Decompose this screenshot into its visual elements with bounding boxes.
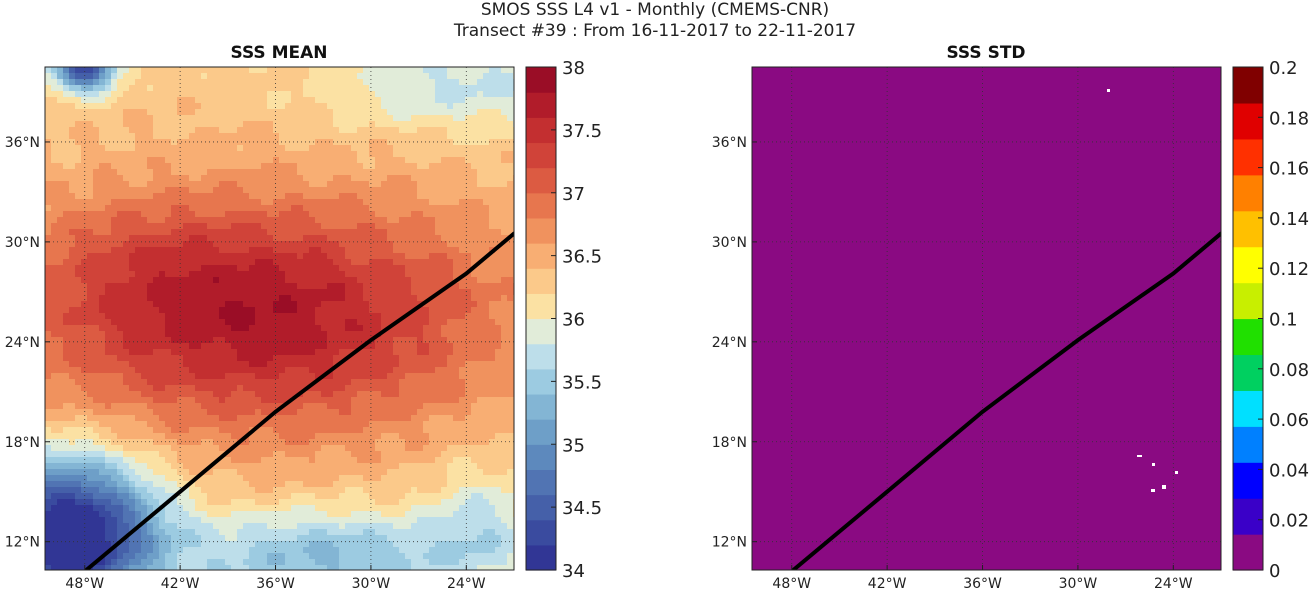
sss-mean-colorbar-swatch-13 bbox=[526, 217, 556, 244]
sss-std-colorbar-tick-label-0: 0 bbox=[1269, 561, 1280, 582]
sss-mean-colorbar-swatch-19 bbox=[526, 67, 556, 93]
sss-mean-colorbar-swatch-0 bbox=[526, 544, 556, 571]
sss-mean-frame bbox=[44, 66, 515, 571]
sss-std-ytick-label-2: 24°N bbox=[712, 335, 747, 351]
sss-std-colorbar-swatch-9 bbox=[1233, 210, 1263, 248]
sss-std-colorbar-swatch-10 bbox=[1233, 174, 1263, 212]
sss-std-colorbar-swatch-11 bbox=[1233, 138, 1263, 176]
sss-mean-colorbar-tick-label-0: 34 bbox=[562, 561, 585, 582]
sss-std-xtick-label-3: 30°W bbox=[1059, 576, 1098, 591]
sss-std-xtick-label-2: 36°W bbox=[963, 576, 1002, 591]
sss-mean-ytick-label-0: 12°N bbox=[5, 535, 40, 551]
sss-mean-colorbar-tick-label-4: 36 bbox=[562, 310, 585, 331]
sss-mean-xtick-label-2: 36°W bbox=[256, 576, 295, 591]
sss-std-colorbar-tick-label-4: 0.08 bbox=[1269, 360, 1309, 381]
sss-mean-colorbar-swatch-6 bbox=[526, 393, 556, 420]
sss-std-ytick-label-1: 18°N bbox=[712, 435, 747, 451]
sss-std-colorbar-tick-label-5: 0.1 bbox=[1269, 310, 1298, 331]
sss-mean-colorbar-swatch-15 bbox=[526, 167, 556, 194]
sss-std-colorbar-tick-label-10: 0.2 bbox=[1269, 58, 1298, 79]
sss-mean-colorbar-tick-label-6: 37 bbox=[562, 184, 585, 205]
sss-std-title: SSS STD bbox=[946, 43, 1025, 63]
sss-std-ytick-label-3: 30°N bbox=[712, 235, 747, 251]
sss-std-field bbox=[752, 67, 1221, 570]
sss-std-colorbar-swatch-0 bbox=[1233, 534, 1263, 571]
sss-std-frame bbox=[751, 66, 1222, 571]
sss-mean-colorbar-tick-label-5: 36.5 bbox=[562, 247, 602, 268]
sss-std-panel: SSS STD 48°W 42°W 36°W 30°W 24°W 12°N 18°N 24°N… bbox=[712, 43, 1309, 591]
sss-mean-colorbar-swatch-14 bbox=[526, 192, 556, 219]
sss-mean-colorbar-swatch-11 bbox=[526, 268, 556, 294]
sss-std-colorbar-tick-label-6: 0.12 bbox=[1269, 259, 1309, 280]
sss-mean-transect-line bbox=[84, 231, 514, 570]
sss-std-colorbar-tick-label-8: 0.16 bbox=[1269, 159, 1309, 180]
sss-mean-colorbar-swatch-18 bbox=[526, 92, 556, 118]
sss-std-colorbar-swatch-12 bbox=[1233, 102, 1263, 140]
sss-std-ytick-label-0: 12°N bbox=[712, 535, 747, 551]
sss-std-colorbar-swatch-2 bbox=[1233, 462, 1263, 499]
sss-std-colorbar: 0 0.02 0.04 0.06 0.08 0.1 0.12 0.14 0.16 0.18 0.2 bbox=[1232, 58, 1309, 582]
sss-std-colorbar-swatch-4 bbox=[1233, 390, 1263, 427]
sss-std-colorbar-tick-label-1: 0.02 bbox=[1269, 511, 1309, 532]
sss-mean-colorbar-tick-label-3: 35.5 bbox=[562, 372, 602, 393]
sss-mean-xtick-label-3: 30°W bbox=[352, 576, 391, 591]
sss-mean-title: SSS MEAN bbox=[230, 43, 327, 63]
sss-std-colorbar-swatch-7 bbox=[1233, 282, 1263, 320]
sss-mean-colorbar-swatch-8 bbox=[526, 343, 556, 370]
sss-mean-panel: SSS MEAN 48°W 42°W 36°W 30°W 24°W 12°N 18°N 24°… bbox=[5, 43, 602, 591]
sss-std-missing-pixels bbox=[1107, 89, 1178, 492]
sss-std-colorbar-tick-label-9: 0.18 bbox=[1269, 108, 1309, 129]
sss-mean-colorbar-swatch-5 bbox=[526, 419, 556, 445]
sss-mean-colorbar-tick-label-1: 34.5 bbox=[562, 498, 602, 519]
sss-std-ytick-label-4: 36°N bbox=[712, 135, 747, 151]
sss-mean-xtick-label-1: 42°W bbox=[161, 576, 200, 591]
sss-std-colorbar-tick-label-7: 0.14 bbox=[1269, 209, 1309, 230]
sss-mean-colorbar-tick-label-2: 35 bbox=[562, 435, 585, 456]
sss-mean-colorbar: 34 34.5 35 35.5 36 36.5 37 37.5 38 bbox=[525, 58, 602, 582]
sss-std-colorbar-swatch-5 bbox=[1233, 354, 1263, 391]
figure-title-line-1: SMOS SSS L4 v1 - Monthly (CMEMS-CNR) bbox=[480, 0, 830, 20]
sss-std-xtick-label-0: 48°W bbox=[772, 576, 811, 591]
sss-mean-colorbar-tick-label-7: 37.5 bbox=[562, 121, 602, 142]
sss-std-axis-ticks: 48°W 42°W 36°W 30°W 24°W 12°N 18°N 24°N 30°N 36°N bbox=[712, 135, 1193, 591]
sss-std-colorbar-swatch-8 bbox=[1233, 246, 1263, 284]
sss-std-colorbar-tick-label-2: 0.04 bbox=[1269, 460, 1309, 481]
sss-mean-xtick-label-0: 48°W bbox=[65, 576, 104, 591]
sss-std-colorbar-swatch-6 bbox=[1233, 318, 1263, 356]
sss-mean-colorbar-swatch-10 bbox=[526, 293, 556, 320]
sss-mean-ytick-label-3: 30°N bbox=[5, 235, 40, 251]
sss-std-colorbar-swatch-3 bbox=[1233, 426, 1263, 463]
sss-mean-colorbar-tick-label-8: 38 bbox=[562, 58, 585, 79]
sss-std-colorbar-swatch-13 bbox=[1233, 67, 1263, 104]
sss-mean-field bbox=[45, 67, 514, 570]
sss-std-colorbar-swatch-1 bbox=[1233, 498, 1263, 535]
sss-mean-colorbar-swatch-3 bbox=[526, 469, 556, 496]
figure-title-line-2: Transect #39 : From 16-11-2017 to 22-11-… bbox=[453, 21, 857, 41]
sss-mean-colorbar-swatch-1 bbox=[526, 519, 556, 546]
sss-mean-ytick-label-1: 18°N bbox=[5, 435, 40, 451]
sss-mean-colorbar-swatch-4 bbox=[526, 444, 556, 470]
sss-mean-ytick-label-2: 24°N bbox=[5, 335, 40, 351]
sss-mean-colorbar-swatch-16 bbox=[526, 142, 556, 169]
sss-std-xtick-label-4: 24°W bbox=[1154, 576, 1193, 591]
sss-mean-ytick-label-4: 36°N bbox=[5, 135, 40, 151]
sss-mean-colorbar-swatch-9 bbox=[526, 318, 556, 345]
sss-mean-axis-ticks: 48°W 42°W 36°W 30°W 24°W 12°N 18°N 24°N 30°N 36°N bbox=[5, 135, 486, 591]
sss-std-colorbar-tick-label-3: 0.06 bbox=[1269, 410, 1309, 431]
sss-mean-xtick-label-4: 24°W bbox=[447, 576, 486, 591]
sss-std-xtick-label-1: 42°W bbox=[868, 576, 907, 591]
sss-std-transect-line bbox=[791, 231, 1221, 570]
